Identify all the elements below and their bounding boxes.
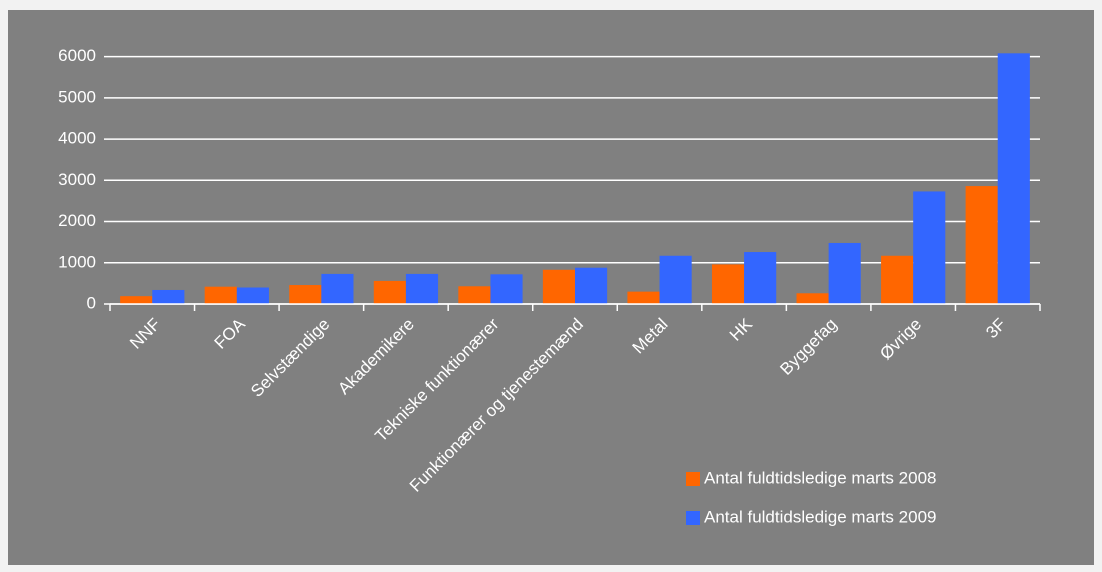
y-tick-label: 3000 <box>58 170 96 189</box>
bar <box>997 53 1030 304</box>
y-tick-label: 5000 <box>58 87 96 106</box>
bar <box>152 289 185 304</box>
legend-label: Antal fuldtidsledige marts 2009 <box>704 507 936 526</box>
bar <box>373 280 406 304</box>
bar <box>490 274 523 304</box>
y-tick-label: 1000 <box>58 252 96 271</box>
bar <box>289 285 322 304</box>
bar <box>236 287 269 304</box>
bar <box>711 264 745 304</box>
bar <box>965 186 998 304</box>
y-tick-label: 0 <box>87 293 96 312</box>
bar <box>744 252 777 304</box>
bar <box>796 293 829 304</box>
bar <box>659 255 692 304</box>
y-tick-label: 4000 <box>58 129 96 148</box>
bar <box>913 191 946 304</box>
bar <box>458 286 491 304</box>
legend-swatch <box>686 511 700 525</box>
bar <box>120 296 153 304</box>
legend-label: Antal fuldtidsledige marts 2008 <box>704 468 936 487</box>
bar <box>575 267 608 304</box>
bar <box>204 286 237 304</box>
bar <box>881 255 914 304</box>
y-tick-label: 2000 <box>58 211 96 230</box>
bar <box>627 291 660 304</box>
bar <box>405 273 439 304</box>
bar <box>828 242 861 304</box>
legend-swatch <box>686 472 700 486</box>
y-tick-label: 6000 <box>58 46 96 65</box>
bar <box>542 269 575 304</box>
bar <box>321 273 354 304</box>
